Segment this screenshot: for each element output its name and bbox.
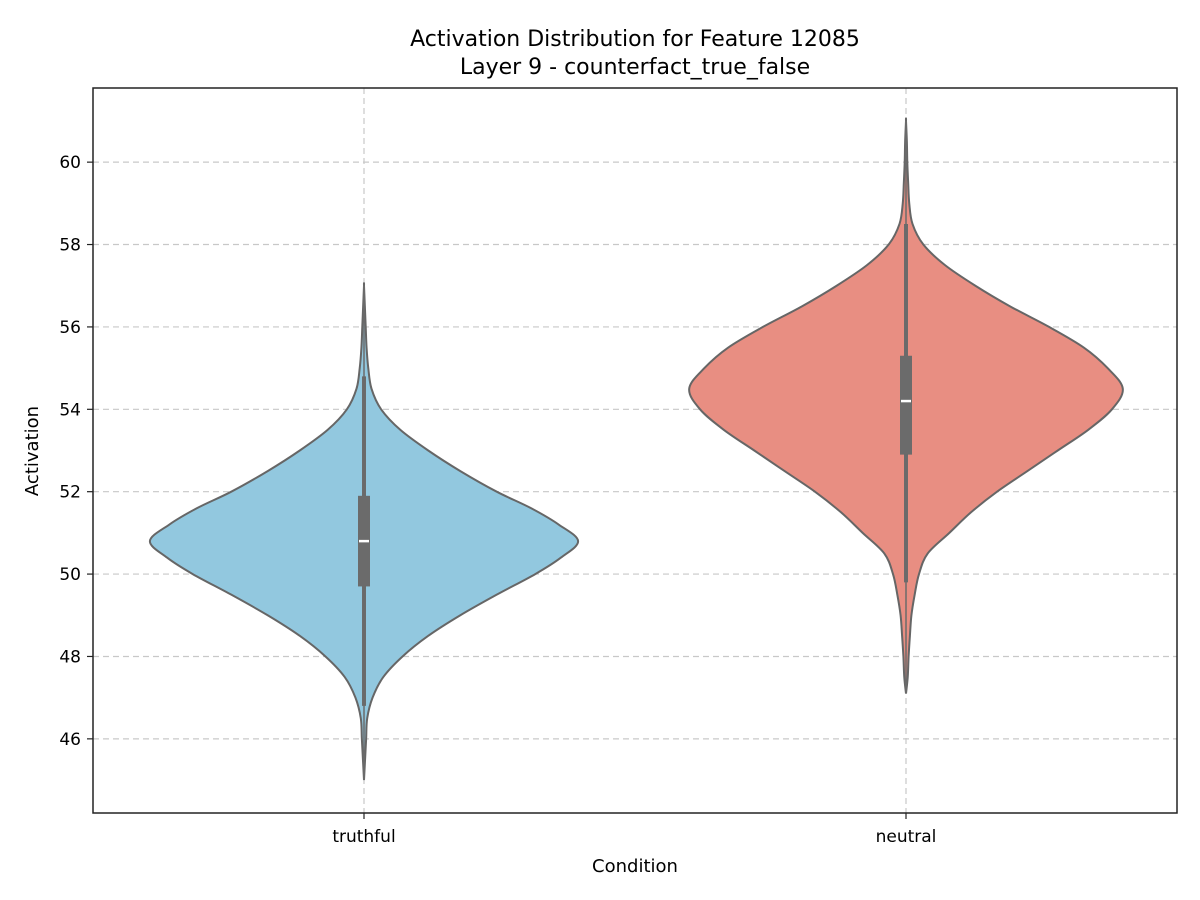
chart-title: Activation Distribution for Feature 1208… [410, 27, 860, 52]
x-axis-label: Condition [592, 856, 678, 877]
iqr-box-neutral [900, 355, 912, 455]
y-tick-label: 52 [59, 483, 81, 503]
y-tick-label: 58 [59, 236, 81, 256]
x-tick-label: neutral [876, 827, 937, 847]
chart-subtitle: Layer 9 - counterfact_true_false [460, 55, 810, 80]
plot-frame [92, 87, 1178, 814]
box-plots [358, 120, 912, 781]
y-tick-label: 46 [59, 730, 81, 750]
axes: 46 48 50 52 54 56 58 60 truthful neutral [59, 87, 1178, 847]
x-tick-label: truthful [332, 827, 395, 847]
y-tick-label: 54 [59, 400, 81, 420]
violins [148, 117, 1124, 781]
y-axis-label: Activation [22, 406, 43, 496]
y-tick-label: 50 [59, 565, 81, 585]
y-tick-label: 56 [59, 318, 81, 338]
y-tick-label: 60 [59, 153, 81, 173]
y-tick-label: 48 [59, 647, 81, 667]
